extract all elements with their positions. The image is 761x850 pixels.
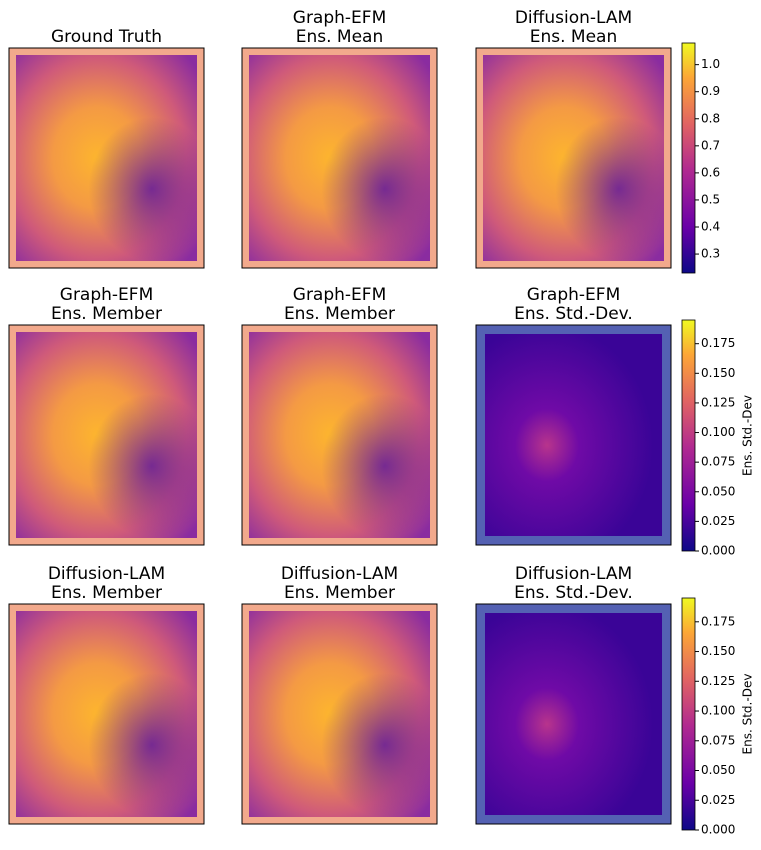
panel-title: Ens. Std.-Dev.	[514, 583, 633, 603]
tick-label: 0.050	[701, 763, 735, 777]
tick-label: 0.8	[701, 111, 720, 125]
panel-title: Graph-EFM	[527, 285, 620, 305]
colorbar	[681, 319, 696, 552]
tick-label: 0.025	[701, 514, 735, 528]
panel-title: Ens. Member	[51, 304, 162, 324]
tick-label: 0.100	[701, 425, 735, 439]
tick-label: 0.100	[701, 704, 735, 718]
panel-title: Ens. Member	[284, 304, 395, 324]
tick-label: 0.6	[701, 165, 720, 179]
panel-shade	[249, 55, 430, 261]
tick-label: 0.050	[701, 484, 735, 498]
panel-title: Diffusion-LAM	[281, 564, 398, 584]
tick-label: 0.150	[701, 644, 735, 658]
tick-label: 0.025	[701, 793, 735, 807]
panel-shade	[249, 332, 430, 538]
panel-border	[475, 603, 672, 825]
panel-title: Ens. Member	[284, 583, 395, 603]
panel-shade	[249, 611, 430, 817]
tick-label: 0.150	[701, 366, 735, 380]
panel-image	[485, 334, 662, 536]
tick-label: 0.075	[701, 733, 735, 747]
colorbar	[681, 42, 696, 274]
panel-title: Ens. Std.-Dev.	[514, 304, 633, 324]
panel-shade	[16, 611, 197, 817]
panel-border	[475, 47, 672, 269]
panel-title: Diffusion-LAM	[515, 8, 632, 28]
panel-image	[485, 613, 662, 815]
panel-title: Ens. Member	[51, 583, 162, 603]
tick-label: 0.175	[701, 614, 735, 628]
panel-border	[8, 603, 205, 825]
tick-label: 0.125	[701, 674, 735, 688]
tick-label: 0.9	[701, 84, 720, 98]
tick-label: 0.4	[701, 220, 720, 234]
panel-shade	[16, 332, 197, 538]
colorbar-label: Ens. Std.-Dev	[741, 674, 755, 755]
panel-title: Diffusion-LAM	[515, 564, 632, 584]
panel-border	[8, 324, 205, 546]
tick-label: 0.000	[701, 544, 735, 558]
panel-title: Ground Truth	[51, 27, 162, 47]
panel-title: Graph-EFM	[293, 8, 386, 28]
tick-label: 0.075	[701, 455, 735, 469]
tick-label: 0.5	[701, 192, 720, 206]
panel-border	[475, 324, 672, 546]
panel-shade	[483, 55, 664, 261]
panel-shade	[16, 55, 197, 261]
panel-title: Diffusion-LAM	[48, 564, 165, 584]
colorbars: 0.3 0.4 0.5 0.6 0.7 0.8 0.9 1.0 0.000 0.025 0.050 0…	[681, 42, 755, 837]
tick-label: 1.0	[701, 57, 720, 71]
tick-label: 0.175	[701, 336, 735, 350]
colorbar-label: Ens. Std.-Dev	[741, 395, 755, 476]
panel-border	[8, 47, 205, 269]
panel-title: Graph-EFM	[60, 285, 153, 305]
panel-title: Ens. Mean	[530, 27, 618, 47]
panel-border	[241, 324, 438, 546]
colorbar	[681, 597, 696, 831]
panel-border	[241, 47, 438, 269]
tick-label: 0.000	[701, 823, 735, 837]
tick-label: 0.7	[701, 138, 720, 152]
tick-label: 0.3	[701, 247, 720, 261]
panel-title: Graph-EFM	[293, 285, 386, 305]
panel-border	[241, 603, 438, 825]
panel-title: Ens. Mean	[296, 27, 384, 47]
tick-label: 0.125	[701, 395, 735, 409]
